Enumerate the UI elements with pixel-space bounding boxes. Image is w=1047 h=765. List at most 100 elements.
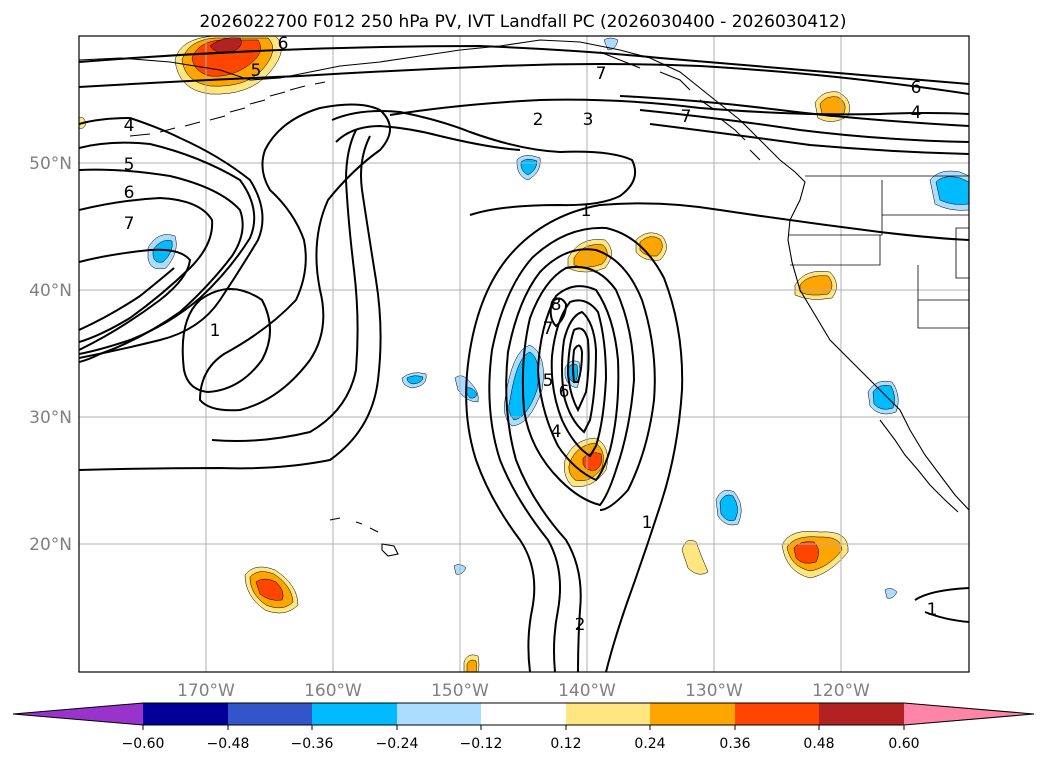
pv-contour bbox=[488, 226, 684, 672]
colorbar-tick-label: 0.36 bbox=[719, 736, 750, 752]
lon-label: 170°W bbox=[177, 681, 235, 701]
lon-label: 150°W bbox=[431, 681, 489, 701]
pv-contour bbox=[619, 95, 969, 127]
neg-mid-area bbox=[406, 375, 424, 385]
contour-label: 5 bbox=[251, 61, 262, 81]
pv-contour bbox=[536, 285, 620, 482]
pv-contour bbox=[924, 611, 969, 623]
pv-contour bbox=[79, 44, 969, 85]
colorbar-segment bbox=[566, 703, 650, 725]
colorbar-tick-label: 0.24 bbox=[634, 736, 665, 752]
hawaiian-islands-coastline bbox=[329, 517, 399, 557]
latitude-labels: 50°N 40°N 30°N 20°N bbox=[29, 154, 72, 555]
pv-contour bbox=[79, 141, 256, 355]
colorbar-tick-label: 0.48 bbox=[803, 736, 834, 752]
colorbar-tick-label: −0.12 bbox=[460, 736, 503, 752]
colorbar-tick-label: −0.60 bbox=[122, 736, 165, 752]
pv-contour-lines bbox=[79, 44, 969, 672]
contour-label: 1 bbox=[642, 513, 653, 533]
pv-contour bbox=[639, 109, 969, 143]
contour-label: 4 bbox=[124, 116, 135, 136]
pv-contour bbox=[549, 297, 568, 328]
pv-contour bbox=[649, 123, 969, 155]
pv-contour bbox=[566, 327, 590, 413]
colorbar-segment bbox=[650, 703, 735, 725]
contour-label: 7 bbox=[681, 107, 692, 127]
neg-mid-area bbox=[935, 176, 969, 205]
pos-mid-area bbox=[466, 659, 477, 672]
pv-contour bbox=[550, 299, 608, 458]
alaska-panhandle-coastline bbox=[599, 51, 761, 161]
pv-contour bbox=[79, 248, 192, 351]
pv-contour bbox=[79, 168, 244, 363]
colorbar-tick-label: 0.12 bbox=[550, 736, 581, 752]
lat-label: 30°N bbox=[29, 408, 72, 428]
neg-mid-area bbox=[152, 240, 173, 263]
pos-strong-area bbox=[255, 578, 284, 601]
pv-contour bbox=[465, 202, 969, 672]
contour-label: 5 bbox=[543, 371, 554, 391]
pv-contour bbox=[505, 248, 656, 672]
colorbar-segment bbox=[228, 703, 312, 725]
pv-contour bbox=[79, 267, 175, 331]
lon-label: 120°W bbox=[812, 681, 870, 701]
colorbar-ticks bbox=[142, 725, 905, 730]
colorbar-segment bbox=[481, 703, 566, 725]
colorbar-tick-label: −0.48 bbox=[207, 736, 250, 752]
colorbar-segment bbox=[312, 703, 397, 725]
pv-contour bbox=[521, 266, 636, 507]
contour-label: 1 bbox=[210, 321, 221, 341]
pos-mid-area bbox=[819, 96, 846, 117]
contour-label: 2 bbox=[575, 615, 586, 635]
north-america-coastline bbox=[79, 39, 969, 511]
pv-contour bbox=[914, 587, 969, 601]
contour-label: 7 bbox=[543, 319, 554, 339]
contour-label: 5 bbox=[124, 155, 135, 175]
aleutian-islands-coastline bbox=[129, 81, 326, 137]
contour-label: 1 bbox=[927, 600, 938, 620]
contour-label: 4 bbox=[911, 103, 922, 123]
colorbar-segment bbox=[735, 703, 819, 725]
contour-label: 6 bbox=[124, 183, 135, 203]
pos-mid-area bbox=[639, 236, 663, 257]
lat-label: 20°N bbox=[29, 535, 72, 555]
baja-coastline bbox=[879, 419, 959, 513]
us-state-borders bbox=[788, 180, 969, 329]
lon-label: 140°W bbox=[558, 681, 616, 701]
colorbar-tick-labels: −0.60 −0.48 −0.36 −0.24 −0.12 0.12 0.24 … bbox=[122, 736, 920, 752]
pos-strong-area bbox=[191, 39, 261, 77]
pv-contour bbox=[211, 129, 359, 442]
pv-contour bbox=[79, 63, 969, 95]
pv-contour bbox=[561, 310, 598, 434]
colorbar-segment bbox=[819, 703, 904, 725]
contour-label: 6 bbox=[911, 78, 922, 98]
pos-strong-area bbox=[793, 541, 819, 564]
colorbar-extend-high bbox=[904, 703, 1034, 725]
longitude-labels: 170°W 160°W 150°W 140°W 130°W 120°W bbox=[177, 681, 870, 701]
contour-label: 6 bbox=[278, 34, 289, 54]
pv-contour bbox=[79, 116, 264, 359]
contour-label: 7 bbox=[596, 64, 607, 84]
lon-label: 160°W bbox=[304, 681, 362, 701]
contour-label: 8 bbox=[551, 295, 562, 315]
pv-contour bbox=[79, 196, 214, 343]
contour-label: 6 bbox=[559, 382, 570, 402]
contour-label: 3 bbox=[583, 110, 594, 130]
map-panel: 6 5 7 2 3 7 6 4 4 5 6 7 1 1 8 7 5 6 4 1 bbox=[29, 34, 970, 701]
lat-label: 50°N bbox=[29, 154, 72, 174]
colorbar-segment bbox=[397, 703, 481, 725]
pos-light-area bbox=[681, 540, 709, 575]
coastlines bbox=[79, 39, 969, 557]
contour-label: 4 bbox=[551, 422, 562, 442]
pv-contour bbox=[79, 135, 382, 471]
colorbar-segment bbox=[143, 703, 228, 725]
contour-label: 2 bbox=[533, 110, 544, 130]
pv-contour bbox=[572, 344, 584, 383]
colorbar: −0.60 −0.48 −0.36 −0.24 −0.12 0.12 0.24 … bbox=[12, 702, 1035, 752]
contour-labels: 6 5 7 2 3 7 6 4 4 5 6 7 1 1 8 7 5 6 4 1 bbox=[124, 34, 938, 635]
neg-light-area bbox=[884, 588, 898, 599]
neg-mid-area bbox=[719, 494, 738, 521]
colorbar-extend-low bbox=[13, 703, 143, 725]
pv-contour bbox=[335, 124, 521, 151]
